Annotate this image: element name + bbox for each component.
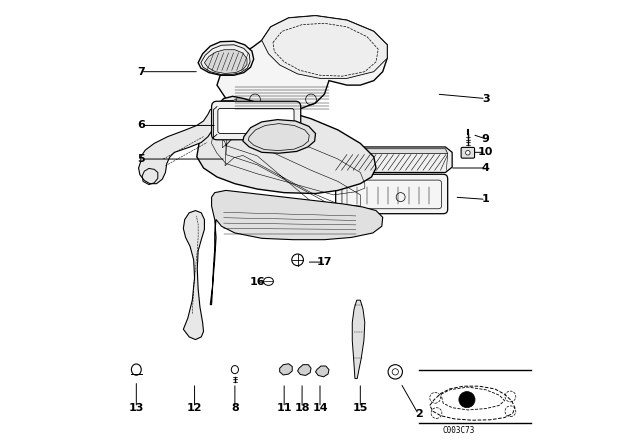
- Text: 10: 10: [478, 147, 493, 157]
- Polygon shape: [198, 41, 253, 75]
- Text: 17: 17: [317, 257, 332, 267]
- Polygon shape: [280, 364, 292, 375]
- Text: 14: 14: [312, 403, 328, 413]
- Text: 15: 15: [353, 403, 368, 413]
- Ellipse shape: [264, 277, 273, 285]
- Ellipse shape: [131, 364, 141, 375]
- Text: 7: 7: [137, 67, 145, 77]
- Polygon shape: [333, 147, 452, 172]
- Polygon shape: [217, 16, 387, 112]
- Polygon shape: [352, 300, 365, 379]
- Circle shape: [388, 365, 403, 379]
- Text: 16: 16: [250, 277, 265, 287]
- Text: 13: 13: [129, 403, 144, 413]
- Polygon shape: [184, 211, 204, 340]
- Polygon shape: [316, 366, 329, 377]
- FancyBboxPatch shape: [218, 108, 294, 134]
- Circle shape: [465, 151, 470, 155]
- Text: 2: 2: [415, 409, 422, 419]
- FancyBboxPatch shape: [461, 147, 475, 158]
- FancyBboxPatch shape: [212, 101, 301, 140]
- Text: C003C73: C003C73: [443, 426, 475, 435]
- Text: 5: 5: [137, 154, 145, 164]
- Text: 8: 8: [231, 403, 239, 413]
- Text: 1: 1: [482, 194, 490, 204]
- Circle shape: [392, 369, 399, 375]
- Text: 3: 3: [482, 94, 490, 103]
- Text: 11: 11: [276, 403, 292, 413]
- Circle shape: [292, 254, 303, 266]
- Polygon shape: [139, 101, 237, 184]
- Text: 4: 4: [482, 163, 490, 173]
- Polygon shape: [210, 190, 383, 305]
- Ellipse shape: [231, 366, 239, 374]
- Polygon shape: [338, 149, 448, 154]
- Circle shape: [459, 392, 475, 408]
- Polygon shape: [298, 365, 311, 375]
- Text: 6: 6: [137, 121, 145, 130]
- Polygon shape: [262, 16, 387, 78]
- FancyBboxPatch shape: [336, 174, 448, 214]
- Polygon shape: [243, 120, 316, 153]
- Text: 12: 12: [187, 403, 202, 413]
- Polygon shape: [204, 50, 247, 73]
- Text: 18: 18: [294, 403, 310, 413]
- Polygon shape: [197, 96, 376, 194]
- Text: 9: 9: [482, 134, 490, 144]
